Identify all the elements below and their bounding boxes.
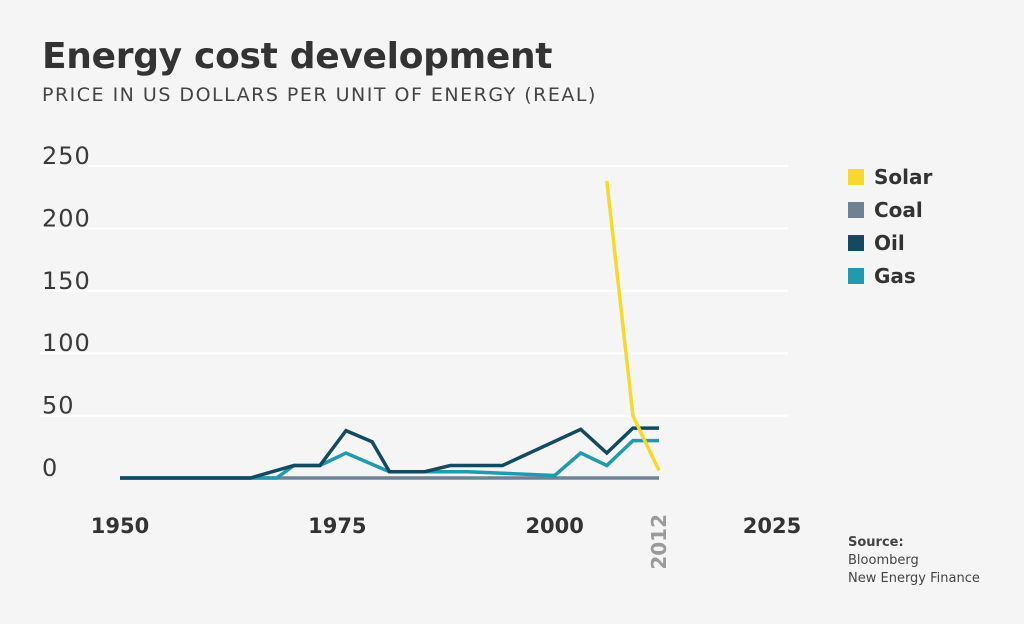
y-axis-ticks: 0 50 100 150 200 250: [42, 142, 91, 482]
legend-swatch-coal: [848, 201, 864, 218]
legend-label-oil: Oil: [874, 230, 905, 255]
series-line-solar: [605, 180, 661, 472]
series-line-oil: [120, 426, 659, 480]
source-line-1: Bloomberg: [848, 553, 919, 568]
legend-label-gas: Gas: [874, 263, 916, 288]
y-tick-label-250: 250: [42, 142, 91, 170]
chart-title: Energy cost development: [42, 36, 553, 77]
legend-swatch-oil: [848, 234, 864, 251]
legend: Solar Coal Oil Gas: [848, 160, 932, 292]
legend-label-solar: Solar: [874, 164, 933, 189]
x-axis-ticks: 1950 1975 2000 2012 2025: [91, 514, 801, 570]
x-tick-label-2025: 2025: [743, 514, 801, 538]
x-tick-label-2000: 2000: [525, 514, 583, 538]
legend-swatch-solar: [848, 168, 864, 185]
x-tick-label-1950: 1950: [91, 514, 149, 538]
source-note: Source: Bloomberg New Energy Finance: [848, 534, 980, 588]
legend-item-coal: Coal: [848, 193, 932, 226]
legend-label-coal: Coal: [874, 197, 923, 222]
y-tick-label-100: 100: [42, 329, 91, 357]
x-tick-label-1975: 1975: [308, 514, 366, 538]
legend-item-solar: Solar: [848, 160, 932, 193]
y-tick-label-150: 150: [42, 267, 91, 295]
legend-swatch-gas: [848, 267, 864, 284]
source-label: Source:: [848, 535, 904, 550]
y-tick-label-0: 0: [42, 454, 58, 482]
chart-subtitle: PRICE IN US DOLLARS PER UNIT OF ENERGY (…: [42, 84, 597, 106]
grid-lines: [40, 165, 788, 417]
legend-item-oil: Oil: [848, 226, 932, 259]
x-tick-label-2012: 2012: [647, 514, 671, 570]
series-lines: [120, 180, 661, 480]
y-tick-label-50: 50: [42, 392, 75, 420]
legend-item-gas: Gas: [848, 259, 932, 292]
source-line-2: New Energy Finance: [848, 571, 980, 586]
y-tick-label-200: 200: [42, 204, 91, 232]
